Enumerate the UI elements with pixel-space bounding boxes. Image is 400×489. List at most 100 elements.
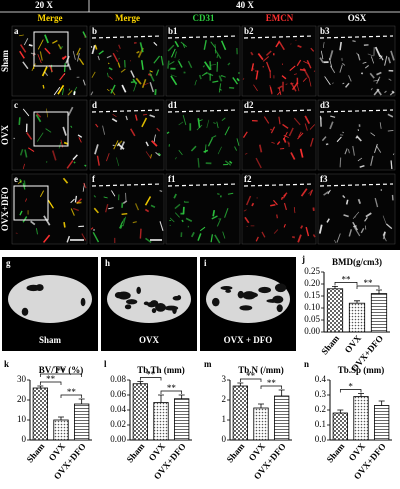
tissue-stroke [297,44,302,48]
y-tick-label: 10 [17,414,27,424]
tissue-stroke [22,216,28,223]
trabecular-gap [80,297,86,307]
tissue-stroke [159,221,164,231]
tissue-stroke [224,207,229,218]
tissue-stroke [197,118,201,128]
chart-title: Tb.Sp (mm) [338,365,385,375]
tissue-stroke [374,143,378,154]
tissue-stroke [209,61,212,70]
tissue-stroke [376,71,382,76]
tissue-stroke [149,82,155,93]
y-tick-label: 0.20 [304,278,320,288]
tissue-stroke [352,211,360,219]
tissue-stroke [323,42,325,48]
tissue-stroke [174,156,177,160]
significance-label: ** [146,370,156,380]
tissue-stroke [112,52,119,63]
tissue-stroke [139,228,142,239]
tissue-stroke [110,88,116,96]
tissue-stroke [197,233,202,241]
tissue-stroke [28,43,33,47]
tissue-stroke [22,61,29,70]
tissue-stroke [336,136,342,143]
tissue-stroke [119,141,126,150]
tissue-stroke [23,38,29,46]
bar [348,302,366,333]
growth-plate-line [167,183,239,187]
tissue-stroke [376,76,381,84]
tissue-stroke [35,114,42,123]
tissue-stroke [324,76,331,86]
tissue-stroke [261,231,266,238]
tissue-stroke [270,126,276,134]
tissue-stroke [18,117,21,126]
tissue-stroke [282,137,287,143]
tissue-stroke [224,160,232,166]
tissue-stroke [232,77,239,85]
tissue-stroke [96,155,100,166]
tissue-stroke [90,91,94,96]
tissue-stroke [251,202,255,207]
tissue-stroke [174,40,180,48]
panel-letter: b2 [244,26,254,36]
tissue-stroke [140,60,144,70]
tissue-stroke [214,234,221,244]
column-label: Merge [38,13,63,23]
significance-label: * [348,382,353,392]
tissue-stroke [290,43,292,45]
tissue-stroke [76,52,80,62]
tissue-stroke [25,198,27,202]
chart-title: BMD(g/cm3) [332,257,382,267]
y-tick-label: 0.04 [110,404,126,414]
tissue-stroke [77,134,83,138]
y-tick-label: 20 [17,394,27,404]
trabecular-gap [124,304,132,310]
tissue-stroke [104,204,109,213]
growth-plate-line [243,183,315,187]
tissue-stroke [379,122,382,129]
y-tick-label: 0.00 [304,326,320,336]
bar [274,395,290,441]
tissue-stroke [167,44,175,52]
tissue-stroke [253,84,258,92]
error-bar [58,416,64,420]
tissue-stroke [280,196,284,200]
tissue-stroke [185,217,193,222]
tissue-stroke [169,217,175,223]
trabecular-gap [274,283,287,293]
tissue-stroke [111,190,116,197]
significance-bracket [60,394,83,398]
tissue-stroke [170,74,177,78]
tissue-stroke [151,140,158,147]
trabecular-gap [136,286,141,295]
tissue-stroke [364,65,369,69]
tissue-stroke [262,56,270,62]
tissue-stroke [61,56,64,60]
significance-label: ** [46,374,56,384]
tissue-stroke [107,72,109,78]
tissue-stroke [19,179,22,183]
tissue-stroke [357,157,363,162]
bar [32,387,48,441]
error-bar [332,286,338,289]
tissue-stroke [91,45,96,55]
tissue-stroke [365,212,372,218]
tissue-stroke [275,41,280,48]
column-label: CD31 [193,13,215,23]
tissue-stroke [285,83,288,86]
tissue-stroke [217,146,222,155]
tissue-stroke [216,193,220,196]
tissue-stroke [374,197,379,208]
error-bar [378,400,385,406]
significance-bracket [39,373,83,377]
tissue-stroke [63,222,66,228]
tissue-stroke [236,77,240,82]
tissue-stroke [213,122,216,125]
bar [332,412,348,441]
panel-letter: d [92,100,97,110]
tissue-stroke [308,189,313,195]
tissue-stroke [276,141,281,145]
tissue-stroke [234,146,238,151]
tissue-stroke [265,50,272,56]
tissue-stroke [177,58,180,62]
